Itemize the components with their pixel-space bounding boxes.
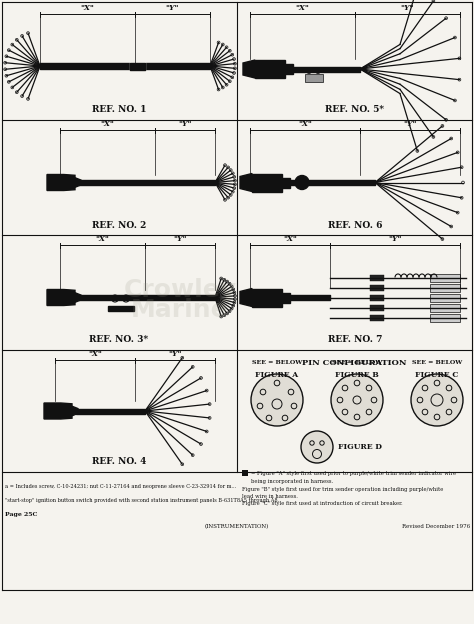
Text: SEE = BELOW: SEE = BELOW (412, 360, 462, 365)
Bar (370, 305, 384, 311)
Text: Figure "C" style first used at introduction of circuit breaker.: Figure "C" style first used at introduct… (242, 500, 402, 505)
Text: REF. NO. 1: REF. NO. 1 (92, 105, 146, 114)
Text: Page 25C: Page 25C (5, 512, 37, 517)
Text: "X": "X" (100, 120, 114, 128)
Text: "Y": "Y" (168, 350, 182, 358)
Text: Marine: Marine (131, 298, 229, 322)
Text: Figure "B" style first used for trim sender operation including purple/white: Figure "B" style first used for trim sen… (242, 487, 443, 492)
Text: SEE = BELOW: SEE = BELOW (252, 360, 302, 365)
Bar (252, 288, 282, 306)
Text: "X": "X" (88, 350, 102, 358)
Text: REF. NO. 7: REF. NO. 7 (328, 336, 382, 344)
Polygon shape (75, 178, 81, 187)
Bar (108, 306, 134, 311)
Text: a = Includes screw, C-10-24231; nut C-11-27164 and neoprene sleeve C-23-32914 fo: a = Includes screw, C-10-24231; nut C-11… (5, 484, 236, 489)
Text: "Y": "Y" (166, 4, 179, 12)
Bar (370, 275, 384, 281)
Text: being incorporated in harness.: being incorporated in harness. (251, 479, 333, 484)
Circle shape (295, 175, 309, 190)
Text: REF. NO. 5*: REF. NO. 5* (326, 105, 384, 114)
Circle shape (331, 374, 383, 426)
Bar (242, 470, 248, 476)
Polygon shape (240, 173, 252, 192)
Text: lead wire in harness.: lead wire in harness. (242, 494, 298, 499)
Text: REF. NO. 3*: REF. NO. 3* (90, 336, 148, 344)
Text: = Figure "A" style first used prior to purple/white trim sender indicator wire: = Figure "A" style first used prior to p… (251, 470, 456, 475)
Bar (252, 173, 282, 192)
Bar (285, 64, 293, 74)
Text: REF. NO. 6: REF. NO. 6 (328, 220, 382, 230)
Bar (430, 313, 460, 321)
Text: "start-stop" ignition button switch provided with second station instrument pane: "start-stop" ignition button switch prov… (5, 498, 279, 503)
Text: Crowley: Crowley (124, 278, 237, 302)
Bar (430, 283, 460, 291)
Text: Revised December 1976: Revised December 1976 (402, 524, 470, 529)
Bar (370, 314, 384, 321)
Bar (305, 74, 323, 82)
Bar (370, 285, 384, 291)
Circle shape (251, 374, 303, 426)
Circle shape (411, 374, 463, 426)
Text: "Y": "Y" (403, 120, 417, 128)
Text: "Y": "Y" (178, 120, 192, 128)
Text: "X": "X" (96, 235, 109, 243)
Text: FIGURE D: FIGURE D (338, 443, 382, 451)
Text: REF. NO. 4: REF. NO. 4 (92, 457, 146, 467)
Text: REF. NO. 2: REF. NO. 2 (92, 220, 146, 230)
Polygon shape (47, 290, 75, 306)
Polygon shape (72, 406, 78, 416)
Text: SEE = BELOW: SEE = BELOW (332, 360, 382, 365)
Polygon shape (44, 403, 72, 419)
Text: "Y": "Y" (388, 235, 402, 243)
Text: "X": "X" (81, 4, 94, 12)
Bar (282, 293, 290, 303)
Bar (430, 273, 460, 281)
Text: FIGURE B: FIGURE B (335, 371, 379, 379)
Text: (INSTRUMENTATION): (INSTRUMENTATION) (205, 524, 269, 529)
Text: PIN CONFIGURATION: PIN CONFIGURATION (302, 359, 407, 367)
Circle shape (301, 431, 333, 463)
Bar (430, 293, 460, 301)
Bar (282, 177, 290, 187)
Polygon shape (47, 175, 75, 190)
Polygon shape (240, 288, 252, 306)
Text: FIGURE A: FIGURE A (255, 371, 299, 379)
Polygon shape (75, 293, 81, 302)
Text: "Y": "Y" (173, 235, 187, 243)
Bar (430, 303, 460, 311)
Polygon shape (243, 60, 255, 78)
Bar (255, 60, 285, 78)
Text: "X": "X" (296, 4, 310, 12)
Text: "Y": "Y" (401, 4, 414, 12)
Bar (370, 295, 384, 301)
Text: "X": "X" (283, 235, 297, 243)
Text: "X": "X" (298, 120, 312, 128)
Text: FIGURE C: FIGURE C (415, 371, 459, 379)
